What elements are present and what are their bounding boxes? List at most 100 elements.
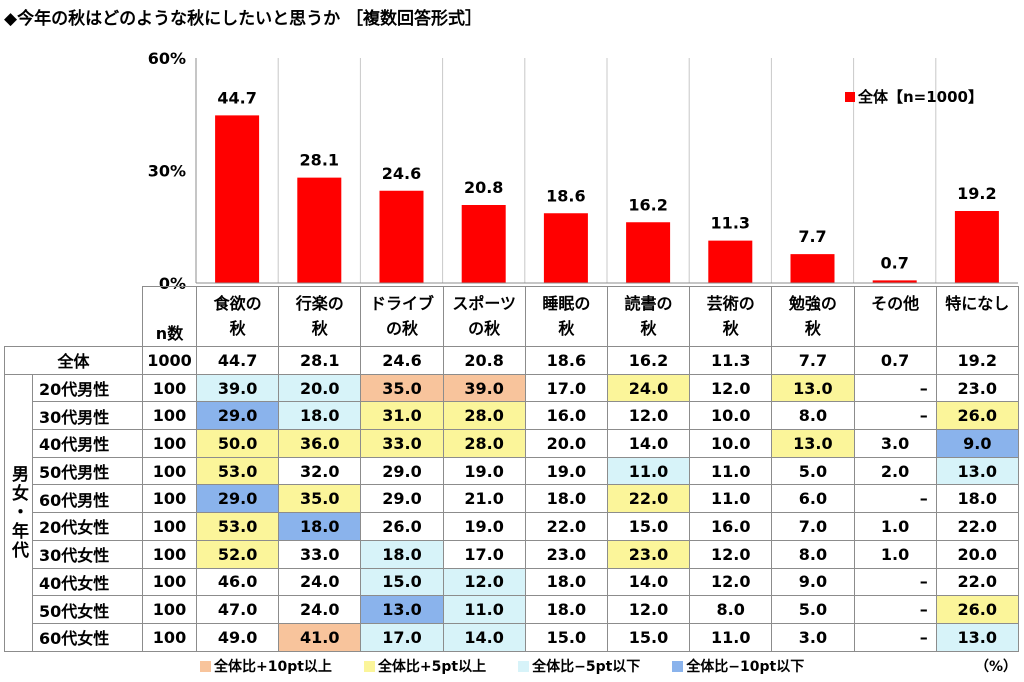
data-label-9: 19.2 <box>957 184 996 203</box>
table-cell: 18.0 <box>935 484 1019 514</box>
table-cell: 23.0 <box>524 539 608 569</box>
shading-legend-item: 全体比+5pt以上 <box>363 656 487 676</box>
segment-label: 20代男性 <box>32 373 143 403</box>
table-cell: 12.0 <box>606 401 691 431</box>
table-cell: 5.0 <box>771 456 855 486</box>
table-cell: 18.0 <box>278 401 362 431</box>
table-cell: – <box>853 401 937 431</box>
segment-n: 100 <box>142 622 197 652</box>
data-label-7: 7.7 <box>798 227 826 246</box>
table-row: 60代女性 100 49.0 41.0 17.0 14.0 15.0 15.0 11.0 3.0–… <box>5 622 1019 652</box>
segment-n: 100 <box>142 373 197 403</box>
table-cell: 16.0 <box>689 512 773 541</box>
data-label-0: 44.7 <box>217 88 256 107</box>
unit-label: （%） <box>975 659 1018 675</box>
table-cell: – <box>853 622 937 652</box>
table-cell: 35.0 <box>278 484 362 514</box>
table-cell: 53.0 <box>195 512 280 541</box>
shading-legend-label: 全体比+5pt以上 <box>377 659 487 675</box>
shading-swatch <box>200 660 211 672</box>
table-cell: 53.0 <box>195 456 280 486</box>
legend-swatch <box>845 91 855 102</box>
legend-label: 全体【n=1000】 <box>858 88 983 106</box>
data-label-5: 16.2 <box>628 195 667 214</box>
table-cell: 11.0 <box>689 484 773 514</box>
total-value-6: 11.3 <box>689 346 773 375</box>
table-cell: 24.0 <box>278 595 362 624</box>
total-value-8: 0.7 <box>853 346 937 375</box>
table-cell: 10.0 <box>689 401 773 431</box>
table-cell: – <box>853 567 937 597</box>
table-cell: 22.0 <box>935 567 1019 597</box>
chart-title: ◆今年の秋はどのような秋にしたいと思うか ［複数回答形式］ <box>4 9 482 29</box>
category-header-7: 勉強の秋 <box>771 286 855 347</box>
table-cell: 41.0 <box>278 622 362 652</box>
category-header-3: スポーツ の秋 <box>442 286 526 347</box>
data-label-3: 20.8 <box>464 178 503 197</box>
table-cell: 28.0 <box>442 401 526 431</box>
table-cell: 28.0 <box>442 429 526 458</box>
segment-label: 40代男性 <box>32 429 143 458</box>
table-cell: 15.0 <box>524 622 608 652</box>
total-value-4: 18.6 <box>524 346 608 375</box>
table-cell: 11.0 <box>606 456 691 486</box>
table-cell: 11.0 <box>689 456 773 486</box>
segment-label: 30代男性 <box>32 401 143 431</box>
segment-label: 20代女性 <box>32 512 143 541</box>
segment-label: 60代女性 <box>32 622 143 652</box>
table-cell: 19.0 <box>524 456 608 486</box>
category-header-6: 芸術の秋 <box>689 286 773 347</box>
table-cell: 20.0 <box>278 373 362 403</box>
table-cell: 19.0 <box>442 512 526 541</box>
total-n: 1000 <box>142 346 197 375</box>
table-cell: 52.0 <box>195 539 280 569</box>
table-row: 50代男性 100 53.0 32.0 29.0 19.0 19.0 11.0 11.0 5.0 2… <box>5 456 1019 486</box>
chart-legend: 全体【n=1000】 <box>845 86 983 107</box>
table-row: 40代女性 100 46.0 24.0 15.0 12.0 18.0 14.0 12.0 9.0–… <box>5 567 1019 597</box>
table-cell: 2.0 <box>853 456 937 486</box>
table-cell: 26.0 <box>935 595 1019 624</box>
total-value-1: 28.1 <box>278 346 362 375</box>
table-cell: 11.0 <box>689 622 773 652</box>
bar-4 <box>543 213 588 283</box>
category-header-1: 行楽の秋 <box>278 286 362 347</box>
total-value-7: 7.7 <box>771 346 855 375</box>
category-header-9: 特になし <box>935 286 1019 347</box>
table-cell: 17.0 <box>524 373 608 403</box>
table-cell: 29.0 <box>195 484 280 514</box>
table-cell: 1.0 <box>853 512 937 541</box>
table-cell: 17.0 <box>360 622 444 652</box>
segment-label: 50代男性 <box>32 456 143 486</box>
table-cell: 18.0 <box>278 512 362 541</box>
table-row: 60代男性 100 29.0 35.0 29.0 21.0 18.0 22.0 11.0 6.0–… <box>5 484 1019 514</box>
bar-8 <box>872 280 917 283</box>
segment-label: 60代男性 <box>32 484 143 514</box>
segment-n: 100 <box>142 567 197 597</box>
table-cell: 12.0 <box>689 373 773 403</box>
crosstab-table: n数 食欲の秋行楽の秋ドライブ の秋 スポーツ の秋 睡眠の秋読書の秋芸術の秋勉強の秋その… <box>4 286 1019 652</box>
data-label-6: 11.3 <box>711 214 750 233</box>
table-cell: 46.0 <box>195 567 280 597</box>
table-cell: 12.0 <box>606 595 691 624</box>
bar-9 <box>954 211 999 283</box>
table-cell: 31.0 <box>360 401 444 431</box>
table-row: 50代女性 100 47.0 24.0 13.0 11.0 18.0 12.0 8.0 5.0–2… <box>5 595 1019 624</box>
total-value-3: 20.8 <box>442 346 526 375</box>
segment-n: 100 <box>142 401 197 431</box>
total-value-2: 24.6 <box>360 346 444 375</box>
table-cell: 17.0 <box>442 539 526 569</box>
table-cell: 24.0 <box>606 373 691 403</box>
table-cell: 26.0 <box>935 401 1019 431</box>
segment-label: 30代女性 <box>32 539 143 569</box>
n-header: n数 <box>142 286 197 347</box>
table-cell: 16.0 <box>524 401 608 431</box>
table-row: 30代男性 100 29.0 18.0 31.0 28.0 16.0 12.0 10.0 8.0–… <box>5 401 1019 431</box>
table-cell: 26.0 <box>360 512 444 541</box>
table-cell: – <box>853 484 937 514</box>
total-value-0: 44.7 <box>195 346 280 375</box>
bar-6 <box>708 240 753 283</box>
table-cell: 35.0 <box>360 373 444 403</box>
table-cell: 1.0 <box>853 539 937 569</box>
bar-5 <box>626 222 671 283</box>
bar-3 <box>461 205 506 283</box>
